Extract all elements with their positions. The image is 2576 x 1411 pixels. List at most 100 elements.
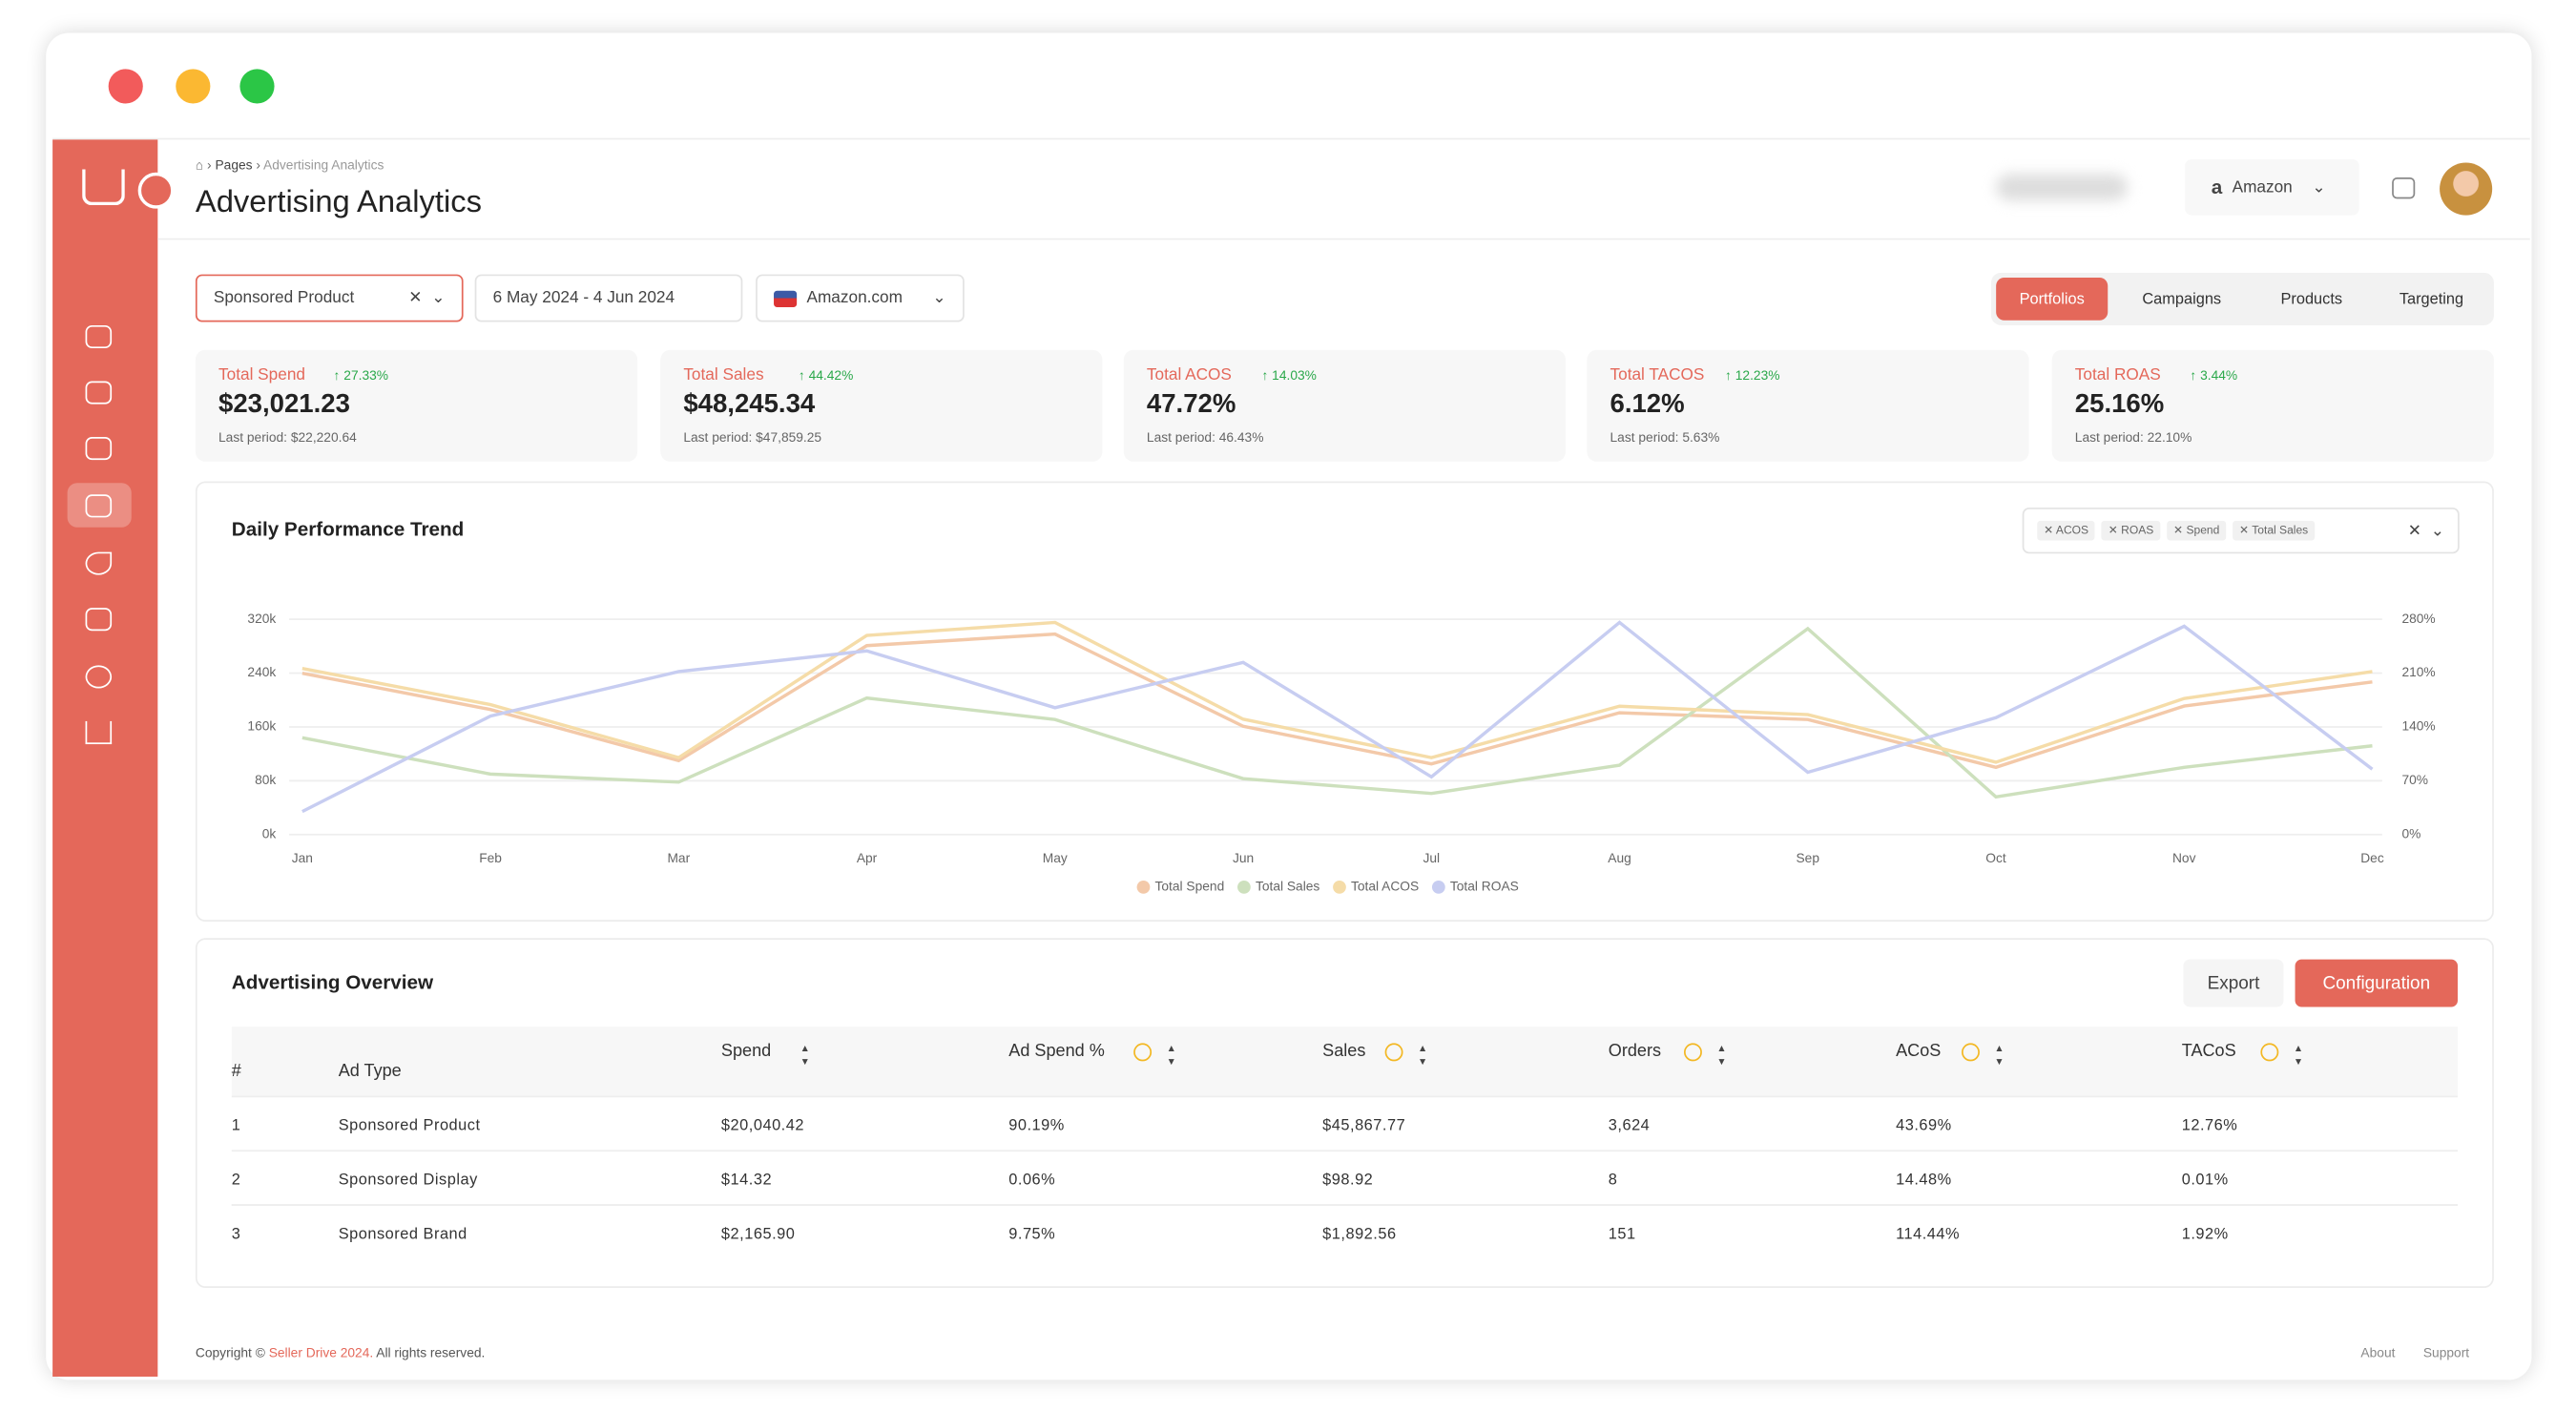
kpi-label: Total TACOS [1610, 365, 1705, 384]
marketplace-select[interactable]: a Amazon ⌄ [2185, 159, 2359, 216]
nav-reports[interactable] [85, 720, 113, 745]
sort-icon[interactable]: ▲ ▼ [2293, 1045, 2304, 1069]
row-divider [231, 1204, 2459, 1206]
about-link[interactable]: About [2360, 1345, 2396, 1360]
date-range[interactable]: 6 May 2024 - 4 Jun 2024 [474, 274, 743, 322]
x-tick-label: Mar [667, 851, 690, 865]
x-tick-label: Oct [1985, 851, 2006, 865]
tab[interactable]: Products [2280, 289, 2343, 308]
clear-icon[interactable]: ✕ ⌄ [2407, 521, 2445, 540]
x-tick-label: Feb [479, 851, 502, 865]
cell: 3,624 [1608, 1116, 1651, 1135]
info-icon[interactable] [1961, 1043, 1980, 1062]
export-button[interactable]: Export [2183, 959, 2284, 1007]
kpi-value: 25.16% [2074, 390, 2165, 420]
chart-title: Daily Performance Trend [231, 517, 465, 541]
calendar-icon[interactable] [2392, 176, 2416, 199]
x-tick-label: Apr [857, 851, 878, 865]
x-tick-label: Sep [1797, 851, 1820, 865]
close-button[interactable] [108, 69, 143, 104]
series-line [301, 632, 2373, 770]
tab[interactable]: Portfolios [1996, 278, 2109, 321]
nav-analytics[interactable] [85, 381, 113, 405]
marketplace: Amazon [2232, 177, 2293, 197]
table-title: Advertising Overview [231, 970, 434, 994]
nav-wallet[interactable] [85, 608, 113, 632]
nav-launch[interactable] [85, 551, 113, 575]
sort-icon[interactable]: ▲ ▼ [1418, 1045, 1428, 1069]
legend-label: Total ROAS [1450, 879, 1519, 893]
x-tick-label: Aug [1608, 851, 1631, 865]
column-header[interactable]: Sales [1322, 1041, 1366, 1062]
y2-tick-label: 140% [2401, 719, 2435, 734]
column-header[interactable]: Ad Spend % [1008, 1041, 1105, 1062]
kpi-change: ↑ 3.44% [2190, 367, 2238, 384]
kpi-previous: Last period: 5.63% [1610, 430, 1720, 446]
cell: 14.48% [1896, 1171, 1952, 1190]
kpi-label: Total ROAS [2074, 365, 2161, 384]
kpi-label: Total ACOS [1146, 365, 1232, 384]
nav-inventory[interactable] [85, 437, 113, 461]
row-divider [231, 1150, 2459, 1152]
configuration-button[interactable]: Configuration [2295, 959, 2459, 1007]
filter-tag[interactable]: ✕ ROAS [2101, 520, 2161, 541]
tab[interactable]: Targeting [2399, 289, 2464, 308]
cell: 9.75% [1008, 1225, 1056, 1244]
column-header[interactable]: TACoS [2181, 1041, 2236, 1062]
sort-icon[interactable]: ▲ ▼ [800, 1045, 810, 1069]
kpi-previous: Last period: 22.10% [2074, 430, 2192, 446]
kpi-previous: Last period: $47,859.25 [683, 430, 822, 446]
column-header: Ad Type [338, 1061, 402, 1082]
y-tick-label: 320k [247, 612, 276, 626]
kpi-card [195, 349, 638, 462]
info-icon[interactable] [2260, 1043, 2279, 1062]
sort-icon[interactable]: ▲ ▼ [1994, 1045, 2005, 1069]
series-filter[interactable]: ✕ ACOS ✕ ROAS ✕ Spend ✕ Total Sales ✕ ⌄ [2022, 508, 2460, 554]
legend-swatch [1136, 880, 1151, 894]
minimize-button[interactable] [176, 69, 211, 104]
row-divider [231, 1095, 2459, 1098]
nav-settings[interactable] [85, 665, 113, 689]
nav-active[interactable] [67, 483, 132, 528]
cell: 114.44% [1896, 1225, 1961, 1244]
filter-tag[interactable]: ✕ ACOS [2037, 520, 2095, 541]
footer: Copyright © Seller Drive 2024. All right… [196, 1345, 485, 1359]
support-link[interactable]: Support [2422, 1345, 2470, 1360]
breadcrumb: ⌂ › Pages › Advertising Analytics [195, 157, 384, 173]
info-icon[interactable] [1683, 1043, 1702, 1062]
cell: $1,892.56 [1322, 1225, 1397, 1244]
kpi-card [1587, 349, 2029, 462]
tab[interactable]: Campaigns [2142, 289, 2222, 308]
y2-tick-label: 280% [2401, 612, 2435, 626]
column-header[interactable]: Spend [720, 1041, 772, 1062]
cell: Sponsored Product [338, 1116, 481, 1135]
series-line [301, 620, 2374, 814]
info-icon[interactable] [1133, 1043, 1153, 1062]
sort-icon[interactable]: ▲ ▼ [1166, 1045, 1176, 1069]
sort-icon[interactable]: ▲ ▼ [1716, 1045, 1727, 1069]
maximize-button[interactable] [239, 69, 275, 104]
divider [52, 137, 2530, 140]
filter-tag[interactable]: ✕ Total Sales [2233, 520, 2316, 541]
filter-tag[interactable]: ✕ Spend [2167, 520, 2227, 541]
kpi-value: $23,021.23 [218, 390, 350, 420]
divider [157, 238, 2530, 240]
kpi-previous: Last period: $22,220.64 [218, 430, 357, 446]
kpi-card [660, 349, 1103, 462]
kpi-change: ↑ 44.42% [798, 367, 854, 384]
column-header[interactable]: Orders [1608, 1041, 1662, 1062]
column-header[interactable]: ACoS [1896, 1041, 1942, 1062]
info-icon[interactable] [1384, 1043, 1403, 1062]
brand-link[interactable]: Seller Drive 2024. [268, 1345, 374, 1360]
store-select[interactable]: Amazon.com ⌄ [756, 274, 965, 322]
avatar[interactable] [2440, 162, 2493, 216]
ad-type-select[interactable]: Sponsored Product ✕ ⌄ [195, 274, 464, 322]
ad-type: Sponsored Product [213, 289, 355, 308]
nav-advertising[interactable] [85, 494, 113, 518]
nav-home[interactable] [85, 324, 113, 349]
cell: Sponsored Display [338, 1171, 478, 1190]
menu-toggle[interactable] [137, 172, 175, 209]
breadcrumb-item[interactable]: Pages [215, 157, 253, 173]
cell: $14.32 [720, 1171, 773, 1190]
